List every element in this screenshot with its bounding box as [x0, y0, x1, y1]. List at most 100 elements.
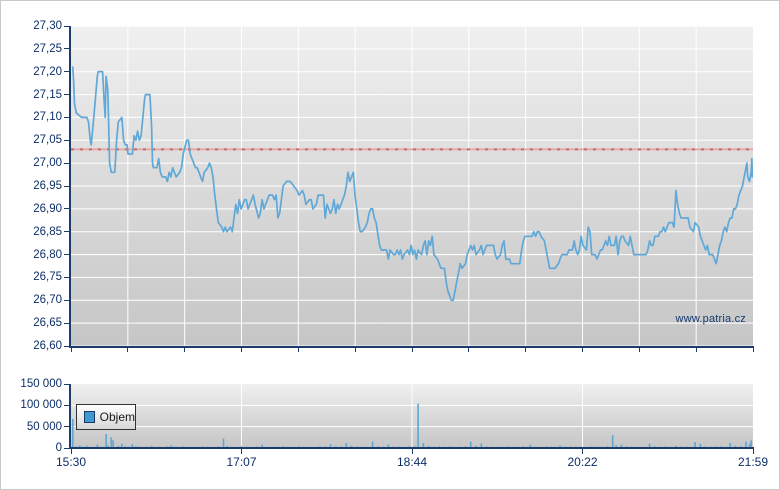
volume-bar: [170, 445, 172, 448]
volume-bar: [371, 441, 374, 448]
x-axis-tick: [752, 348, 754, 352]
price-line: [71, 66, 753, 302]
volume-bar: [387, 444, 390, 448]
y-axis-label: 27,20: [33, 65, 62, 78]
volume-y-axis-label: 50 000: [26, 420, 62, 433]
volume-bar: [261, 444, 263, 448]
volume-bar: [559, 445, 561, 448]
time-axis-tick: [241, 449, 242, 454]
y-axis-label: 26,65: [33, 317, 62, 330]
volume-bar: [699, 443, 702, 448]
volume-bar: [745, 441, 747, 448]
y-axis-tick: [64, 185, 70, 187]
time-axis-tick: [70, 449, 72, 454]
x-axis-tick: [127, 348, 129, 352]
y-axis-label: 26,60: [33, 340, 62, 352]
volume-bar: [469, 441, 472, 448]
volume-bar: [480, 443, 483, 448]
volume-legend-swatch-icon: [84, 411, 95, 423]
y-axis-label: 26,70: [33, 294, 62, 307]
volume-bar: [86, 445, 88, 448]
volume-bar: [750, 440, 752, 448]
volume-bar: [131, 444, 134, 448]
x-axis-tick: [70, 348, 72, 352]
y-axis-tick: [64, 71, 70, 73]
volume-y-axis-label: 150 000: [20, 378, 62, 390]
volume-bar: [72, 419, 74, 448]
y-axis-tick: [64, 276, 70, 278]
time-axis-label: 18:44: [396, 455, 428, 469]
x-axis-tick: [468, 348, 470, 352]
y-axis-tick: [64, 231, 70, 233]
volume-bar: [734, 445, 737, 448]
volume-y-axis-label: 0: [55, 442, 62, 454]
volume-bar: [329, 444, 332, 448]
time-axis-tick: [411, 449, 413, 454]
y-axis-tick: [64, 299, 70, 301]
volume-y-axis-tick: [64, 404, 70, 406]
volume-bar: [96, 444, 99, 448]
volume-bar: [620, 444, 623, 448]
x-axis-tick: [184, 348, 186, 352]
volume-bar: [417, 403, 419, 448]
y-axis-tick: [64, 162, 70, 164]
y-axis-label: 27,15: [33, 88, 62, 101]
price-chart-svg: [71, 26, 753, 346]
price-plot-area: [71, 26, 753, 346]
volume-bar: [226, 445, 228, 448]
volume-bar: [648, 443, 651, 448]
volume-bar: [427, 445, 430, 448]
x-axis-tick: [525, 348, 527, 352]
time-axis-label: 20:22: [567, 455, 598, 469]
time-axis-tick: [582, 449, 583, 454]
y-axis-tick: [64, 322, 70, 324]
price-x-axis: [69, 346, 754, 348]
volume-legend-label: Objem: [99, 410, 135, 424]
volume-bar: [748, 443, 751, 448]
volume-bar: [105, 433, 107, 448]
x-axis-tick: [411, 348, 413, 352]
volume-bar: [615, 445, 617, 448]
volume-bar: [345, 442, 348, 448]
x-axis-tick: [695, 348, 697, 352]
volume-y-axis-tick: [64, 426, 70, 428]
x-axis-tick: [297, 348, 299, 352]
y-axis-label: 27,30: [33, 20, 62, 32]
volume-bar: [475, 445, 477, 448]
volume-bar: [222, 438, 225, 448]
volume-bar: [79, 445, 81, 448]
y-axis-label: 26,75: [33, 271, 62, 284]
y-axis-label: 27,10: [33, 111, 62, 124]
volume-y-axis-tick: [64, 447, 70, 449]
volume-x-axis: [69, 447, 754, 449]
volume-bar: [729, 442, 731, 448]
volume-bar: [694, 442, 696, 448]
volume-bar: [150, 445, 153, 448]
y-axis-label: 26,85: [33, 225, 62, 238]
y-axis-tick: [64, 139, 70, 141]
volume-bar: [350, 445, 353, 448]
volume-y-axis: [69, 384, 71, 448]
watermark: www.patria.cz: [675, 313, 746, 325]
volume-bar: [117, 445, 120, 448]
time-axis-label: 21:59: [737, 455, 769, 469]
x-axis-tick: [638, 348, 640, 352]
y-axis-tick: [64, 116, 70, 118]
x-axis-tick: [241, 348, 242, 352]
volume-bar: [121, 443, 123, 448]
y-axis-label: 26,95: [33, 180, 62, 192]
time-axis-label: 15:30: [55, 455, 87, 469]
y-axis-tick: [64, 254, 70, 256]
volume-bar: [422, 442, 425, 448]
volume-bar: [529, 444, 532, 448]
y-axis-tick: [64, 25, 70, 27]
time-axis-label: 17:07: [226, 455, 257, 469]
volume-y-axis-label: 100 000: [20, 399, 62, 412]
y-axis-label: 26,80: [33, 248, 62, 261]
y-axis-tick: [64, 94, 70, 96]
x-axis-tick: [582, 348, 583, 352]
volume-bar: [107, 445, 109, 448]
volume-bar: [112, 440, 114, 448]
y-axis-tick: [64, 208, 70, 210]
